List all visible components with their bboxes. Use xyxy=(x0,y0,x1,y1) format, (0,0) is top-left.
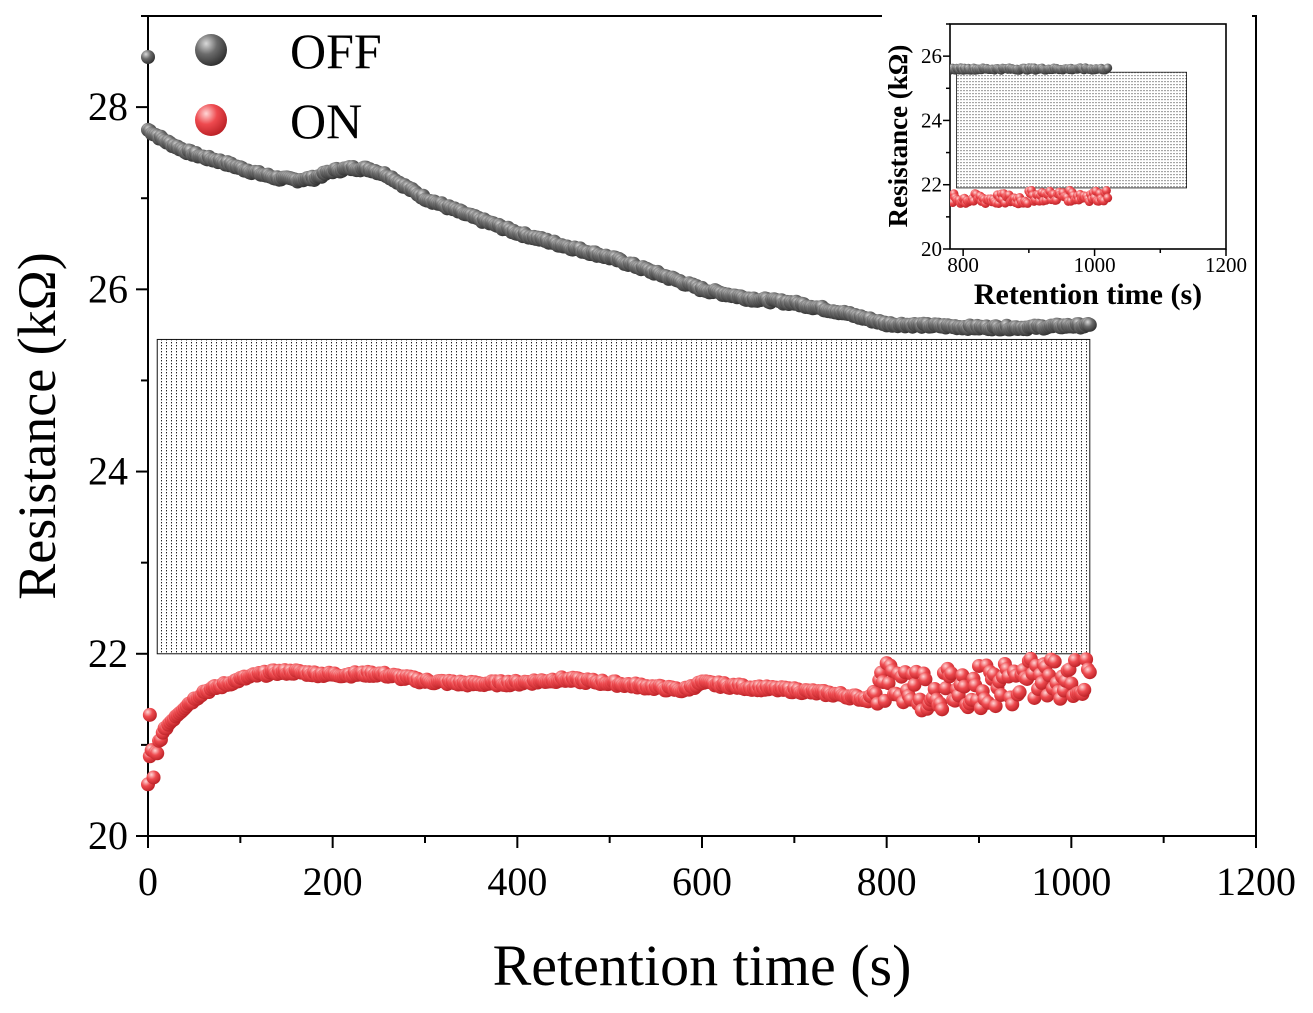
on-point xyxy=(918,672,933,687)
legend-marker-off xyxy=(195,34,227,66)
inset-x-tick-label: 1200 xyxy=(1205,253,1247,277)
main-series xyxy=(141,50,1097,792)
inset-on-point xyxy=(1103,193,1113,203)
y-tick-label: 26 xyxy=(88,266,128,311)
on-point xyxy=(944,666,959,681)
inset-y-tick-label: 22 xyxy=(921,173,942,197)
off-point xyxy=(1082,317,1097,332)
y-tick-label: 22 xyxy=(88,631,128,676)
on-point xyxy=(957,679,972,694)
inset-x-tick-label: 800 xyxy=(947,253,979,277)
legend: OFF ON xyxy=(195,23,382,149)
inset-x-tick-label: 1000 xyxy=(1074,253,1116,277)
legend-label-off: OFF xyxy=(290,23,382,79)
off-point xyxy=(141,50,155,64)
inset-y-tick-label: 20 xyxy=(921,237,942,261)
inset-axis-ticks xyxy=(943,23,1227,256)
inset-series xyxy=(950,63,1113,209)
x-tick-label: 800 xyxy=(857,859,917,904)
inset-y-tick-label: 24 xyxy=(921,108,943,132)
x-tick-label: 1200 xyxy=(1216,859,1296,904)
on-point xyxy=(927,681,942,696)
on-point xyxy=(988,699,1003,714)
x-tick-label: 0 xyxy=(138,859,158,904)
inset-y-axis-title: Resistance (kΩ) xyxy=(883,45,913,228)
x-tick-label: 400 xyxy=(487,859,547,904)
series-on xyxy=(141,651,1097,792)
memory-window-hatch xyxy=(156,338,1091,655)
inset-y-tick-labels: 20 22 24 26 xyxy=(921,44,943,261)
inset-on-point xyxy=(1101,186,1111,196)
inset-x-axis-title: Retention time (s) xyxy=(974,278,1202,311)
inset-off-point xyxy=(1103,63,1113,73)
on-point xyxy=(938,681,953,696)
inset-series-on xyxy=(950,185,1113,209)
y-axis-title: Resistance (kΩ) xyxy=(7,252,67,600)
y-tick-label: 20 xyxy=(88,813,128,858)
on-point xyxy=(146,770,161,785)
on-point xyxy=(142,707,157,722)
inset-frame xyxy=(949,23,1227,250)
on-point xyxy=(1077,682,1092,697)
x-tick-label: 200 xyxy=(303,859,363,904)
x-axis-title: Retention time (s) xyxy=(493,933,912,998)
on-point xyxy=(935,702,950,717)
y-tick-label: 28 xyxy=(88,84,128,129)
inset-x-tick-labels: 800 1000 1200 xyxy=(947,253,1247,277)
x-tick-label: 600 xyxy=(672,859,732,904)
main-axis-ticks xyxy=(136,15,1257,848)
legend-label-on: ON xyxy=(290,93,362,149)
legend-marker-on xyxy=(195,104,227,136)
on-point xyxy=(1068,653,1083,668)
on-point xyxy=(907,677,922,692)
on-point xyxy=(1082,665,1097,680)
y-tick-label: 24 xyxy=(88,449,128,494)
on-point xyxy=(955,668,970,683)
inset-memory-window-hatch xyxy=(956,71,1187,189)
x-tick-label: 1000 xyxy=(1031,859,1111,904)
on-point xyxy=(1047,654,1062,669)
on-point xyxy=(1012,685,1027,700)
main-y-tick-labels: 20 22 24 26 28 xyxy=(88,84,128,858)
series-off xyxy=(141,50,1097,337)
inset-series-off xyxy=(950,63,1113,75)
on-point xyxy=(150,746,165,761)
main-x-tick-labels: 0 200 400 600 800 1000 1200 xyxy=(138,859,1296,904)
inset-y-tick-label: 26 xyxy=(921,44,942,68)
on-point xyxy=(881,676,896,691)
